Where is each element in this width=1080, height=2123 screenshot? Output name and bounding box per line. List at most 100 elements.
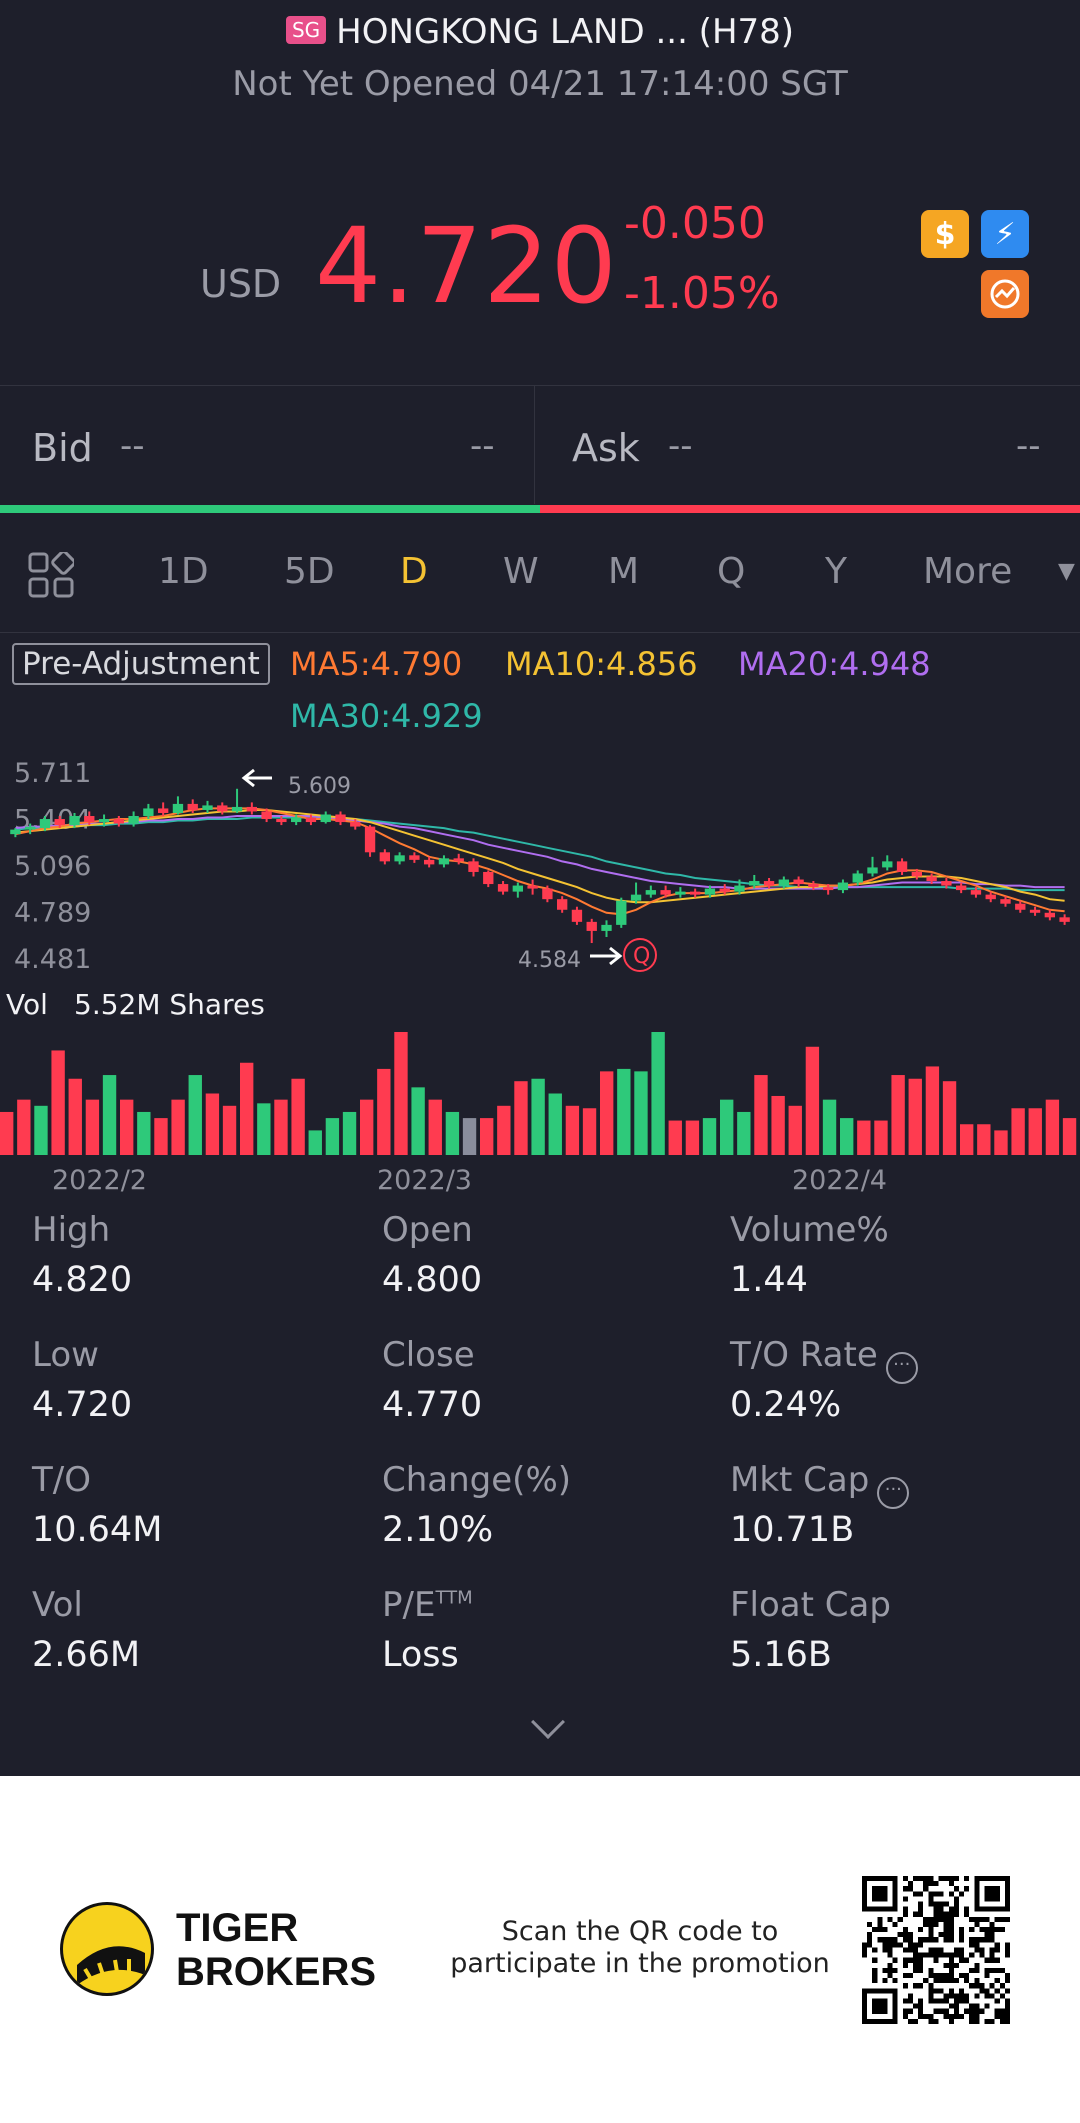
qr-module — [969, 2003, 975, 2009]
more-info-icon[interactable]: ··· — [877, 1477, 910, 1509]
more-dropdown-icon[interactable]: ▼ — [1058, 559, 1075, 584]
volume-bar — [342, 1111, 357, 1155]
qr-module — [913, 1911, 919, 1917]
tab-m[interactable]: M — [608, 551, 640, 592]
dollar-icon[interactable]: $ — [921, 210, 969, 258]
qr-module — [933, 1972, 939, 1979]
qr-module — [902, 1957, 908, 1963]
qr-module — [984, 1916, 990, 1922]
stat-label: Low — [32, 1335, 99, 1375]
candle-body — [675, 891, 686, 895]
candle-body — [808, 884, 819, 888]
qr-module — [933, 1978, 939, 1984]
q-marker-text: Q — [633, 944, 650, 969]
qr-module — [913, 2003, 919, 2009]
qr-module — [928, 1983, 934, 1989]
qr-module — [969, 1916, 975, 1922]
qr-module — [907, 1937, 914, 1943]
y-tick-label: 5.096 — [14, 851, 91, 882]
qr-code[interactable] — [862, 1876, 1010, 2024]
qr-module — [948, 1881, 954, 1887]
qr-module — [882, 1927, 888, 1933]
qr-module — [1004, 1978, 1010, 1984]
tab-q[interactable]: Q — [717, 551, 746, 592]
qr-module — [887, 1962, 893, 1968]
ask-size: -- — [1016, 426, 1041, 466]
tab-y[interactable]: Y — [825, 551, 847, 592]
stat-label-text: Change(%) — [382, 1460, 572, 1500]
qr-module — [933, 1957, 939, 1963]
candle-body — [778, 879, 790, 886]
qr-module — [943, 1962, 949, 1968]
candle-body — [896, 861, 908, 872]
layout-grid-icon[interactable] — [28, 552, 74, 598]
market-status: Not Yet Opened 04/21 17:14:00 SGT — [232, 64, 848, 104]
qr-module — [918, 1952, 924, 1958]
qr-module — [974, 1937, 980, 1943]
qr-module — [964, 1957, 970, 1963]
qr-module — [974, 1967, 980, 1973]
ask-price: -- — [668, 426, 693, 466]
qr-module — [928, 1921, 934, 1928]
lightning-icon[interactable]: ⚡ — [981, 210, 1029, 258]
tiger-logo-icon — [60, 1902, 154, 1996]
qr-module — [943, 1901, 949, 1907]
bid-label: Bid — [32, 426, 93, 470]
qr-module — [907, 1993, 914, 1999]
stat-value: 1.44 — [730, 1260, 808, 1300]
volume-bar — [85, 1099, 100, 1155]
stat-label-text: T/O Rate — [730, 1335, 878, 1375]
candle-body — [172, 803, 184, 813]
bid-price: -- — [120, 426, 145, 466]
qr-module — [958, 1988, 965, 1994]
candle-body — [704, 888, 716, 895]
qr-module — [933, 1906, 939, 1912]
qr-module — [1004, 2018, 1010, 2024]
period-tabs: 1D 5D D W M Q Y More ▼ — [0, 513, 1080, 633]
qr-module — [882, 1942, 888, 1948]
qr-module — [953, 2003, 959, 2009]
qr-module — [979, 1916, 985, 1922]
volume-bar — [908, 1078, 922, 1155]
qr-module — [923, 1886, 929, 1892]
qr-module — [918, 1962, 924, 1968]
qr-module — [918, 1998, 924, 2004]
tab-more[interactable]: More — [923, 551, 1013, 592]
qr-module — [1004, 1942, 1010, 1948]
tab-5d[interactable]: 5D — [284, 551, 335, 592]
volume-bar — [480, 1118, 494, 1155]
qr-module — [994, 1942, 1000, 1948]
qr-module — [902, 1962, 908, 1968]
trade-icon[interactable] — [981, 270, 1029, 318]
tab-1d[interactable]: 1D — [158, 551, 209, 592]
qr-module — [862, 1942, 868, 1948]
qr-module — [948, 1978, 954, 1984]
qr-module — [943, 1937, 949, 1943]
x-tick-label: 2022/2 — [52, 1165, 147, 1196]
qr-module — [999, 2013, 1005, 2019]
stat-label-text: Volume% — [730, 1210, 889, 1250]
qr-module — [974, 2018, 980, 2024]
qr-module — [999, 1993, 1005, 1999]
qr-module — [953, 1993, 959, 1999]
stat-label-text: High — [32, 1210, 111, 1250]
candle-body — [645, 890, 657, 895]
ma30-value: MA30:4.929 — [290, 697, 483, 735]
qr-module — [872, 1947, 878, 1953]
candle-body — [1044, 912, 1056, 918]
adjustment-toggle[interactable]: Pre-Adjustment — [12, 643, 270, 685]
chevron-down-icon[interactable] — [531, 1705, 565, 1739]
ma10-value: MA10:4.856 — [505, 645, 698, 683]
stock-title[interactable]: SG HONGKONG LAND ... (H78) — [0, 12, 1080, 52]
volume-bar — [977, 1124, 991, 1155]
candle-body — [246, 806, 258, 812]
candle-body — [335, 814, 346, 823]
qr-module — [1004, 2013, 1010, 2019]
tab-d[interactable]: D — [400, 551, 428, 592]
tab-w[interactable]: W — [503, 551, 539, 592]
more-info-icon[interactable]: ··· — [885, 1352, 918, 1384]
qr-module — [938, 1891, 944, 1897]
qr-module — [989, 1957, 995, 1963]
volume-bar — [600, 1071, 614, 1155]
